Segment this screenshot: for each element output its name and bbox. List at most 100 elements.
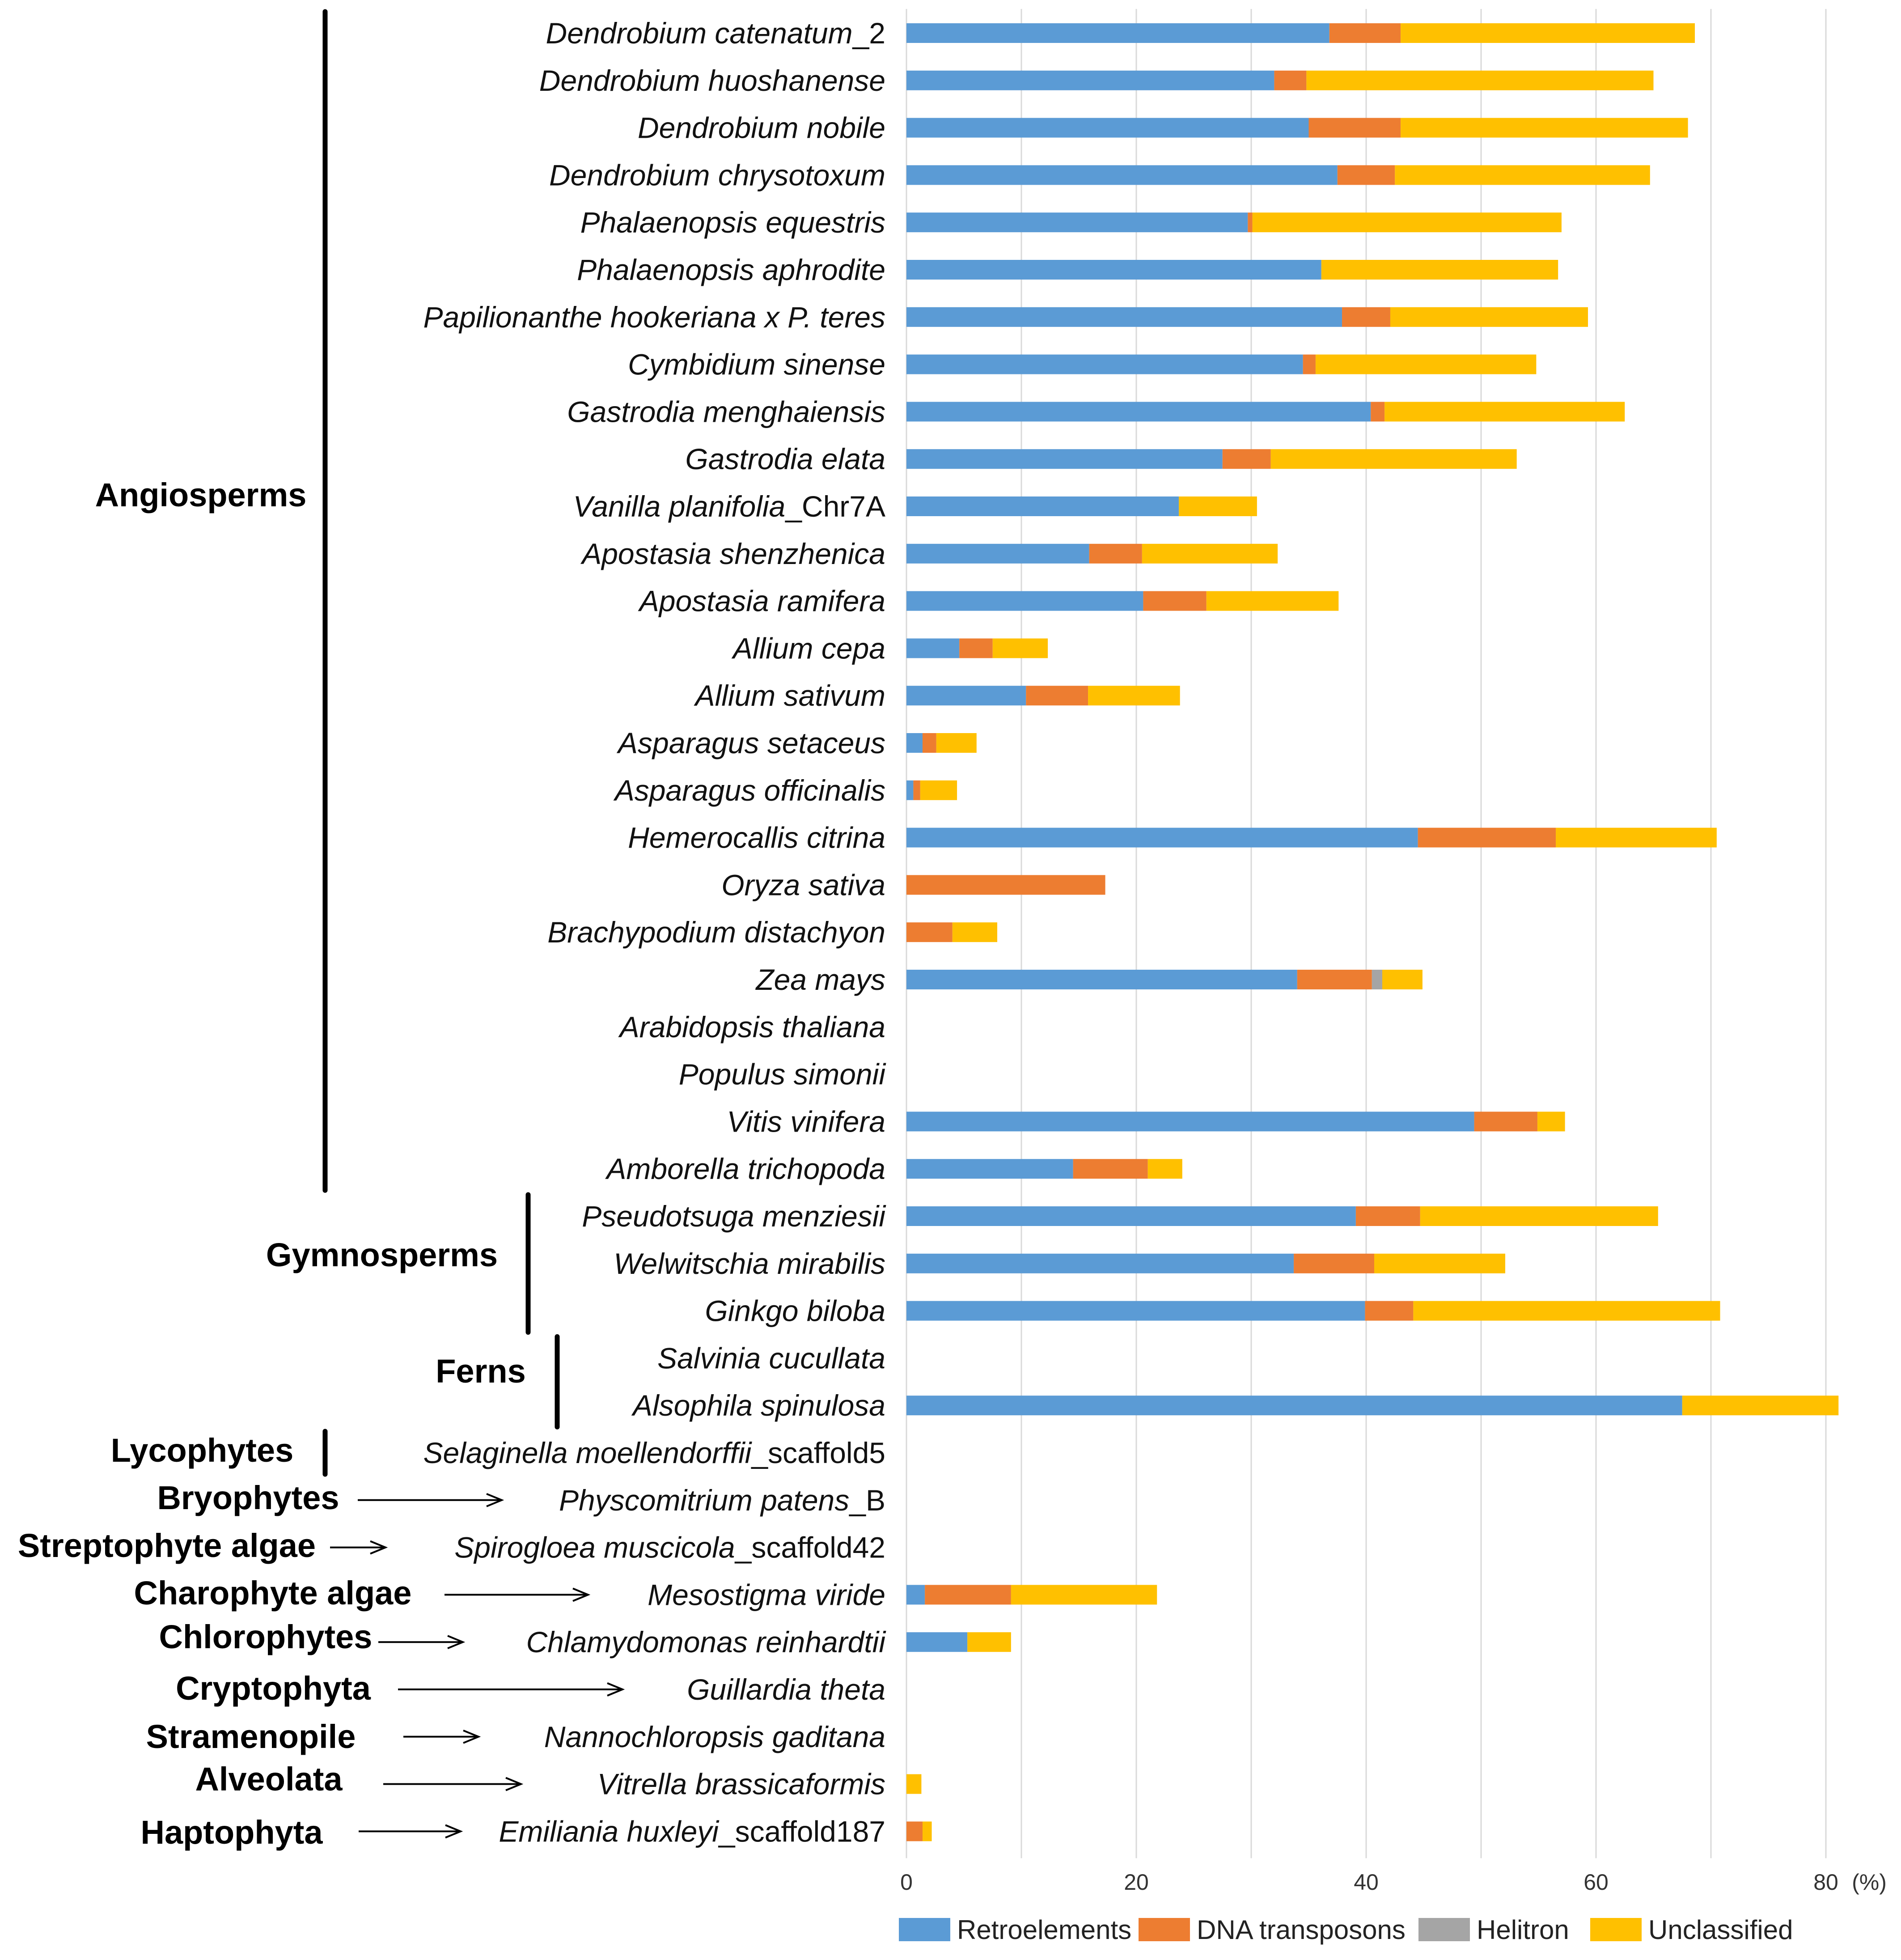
bar-segment [906, 922, 953, 942]
bar-segment [1306, 70, 1654, 90]
species-name: Hemerocallis citrina [628, 821, 885, 854]
species-name: Papilionanthe hookeriana x P. teres [423, 301, 885, 334]
bar-segment [906, 449, 1223, 469]
species-label: Vanilla planifolia_Chr7A [573, 490, 885, 523]
bar-segment [906, 1585, 925, 1605]
bar-segment [1142, 543, 1278, 564]
legend-swatch [899, 1918, 950, 1941]
bar-segment [1382, 970, 1423, 989]
group-label: Ferns [436, 1353, 526, 1390]
species-label: Oryza sativa [721, 868, 885, 901]
legend-swatch [1418, 1918, 1470, 1941]
species-name: Physcomitrium patens [559, 1484, 849, 1517]
species-label: Physcomitrium patens_B [559, 1484, 885, 1517]
bar-segment [906, 1632, 968, 1652]
species-name: Welwitschia mirabilis [614, 1247, 885, 1280]
bar-segment [906, 1159, 1073, 1179]
species-label: Cymbidium sinense [628, 348, 885, 381]
species-name: Vitis vinifera [727, 1105, 885, 1138]
species-label: Spirogloea muscicola_scaffold42 [454, 1531, 885, 1564]
bar-segment [1413, 1301, 1720, 1321]
species-label: Brachypodium distachyon [547, 916, 885, 949]
group-arrow-head [447, 1635, 466, 1650]
bar-segment [922, 733, 936, 753]
species-label: Arabidopsis thaliana [618, 1010, 885, 1044]
bar-segment [906, 970, 1297, 989]
bar-segment [922, 1821, 932, 1841]
legend-swatch [1139, 1918, 1190, 1941]
species-label: Ginkgo biloba [705, 1294, 885, 1328]
species-label: Phalaenopsis equestris [580, 206, 885, 239]
species-name: Apostasia ramifera [638, 585, 885, 618]
bar-segment [1026, 686, 1088, 706]
grid-lines [906, 9, 1827, 1858]
bar-segment [936, 733, 977, 753]
bar-segment [906, 1396, 1682, 1416]
bar-segment [1374, 1253, 1505, 1273]
species-label: Vitrella brassicaformis [597, 1768, 885, 1801]
x-tick-label: 20 [1124, 1870, 1149, 1895]
species-label: Amborella trichopoda [605, 1152, 885, 1185]
bar-segment [1303, 354, 1316, 374]
species-suffix: _2 [852, 17, 885, 50]
bar-segment [906, 354, 1303, 374]
species-label: Dendrobium chrysotoxum [549, 158, 885, 191]
bar-segment [906, 212, 1248, 233]
bar-segment [906, 307, 1342, 327]
species-label: Alsophila spinulosa [631, 1389, 885, 1422]
bar-segment [1342, 307, 1390, 327]
species-name: Guillardia theta [687, 1673, 885, 1706]
x-axis-unit: (%) [1852, 1870, 1887, 1895]
species-name: Allium cepa [731, 632, 885, 665]
species-name: Vanilla planifolia [573, 490, 786, 523]
legend-label: Unclassified [1648, 1915, 1793, 1945]
bar-segment [1556, 827, 1717, 848]
bar-segment [1088, 686, 1180, 706]
group-label: Charophyte algae [134, 1574, 412, 1612]
species-name: Pseudotsuga menziesii [582, 1200, 886, 1233]
species-name: Salvinia cucullata [657, 1341, 885, 1375]
bar-segment [1147, 1159, 1182, 1179]
bar-segment [906, 402, 1371, 422]
bar-segment [1371, 402, 1385, 422]
species-name: Gastrodia menghaiensis [567, 395, 885, 428]
species-name: Arabidopsis thaliana [618, 1010, 885, 1044]
x-axis: 0 20 40 60 80 (%) [900, 1870, 1887, 1895]
species-name: Mesostigma viride [648, 1578, 885, 1611]
legend-label: Retroelements [957, 1915, 1131, 1945]
group-label: Haptophyta [141, 1814, 323, 1851]
species-label: Apostasia ramifera [638, 585, 885, 618]
species-label: Dendrobium catenatum_2 [546, 17, 885, 50]
species-name: Chlamydomonas reinhardtii [526, 1625, 887, 1659]
species-name: Dendrobium nobile [638, 111, 885, 144]
species-label: Guillardia theta [687, 1673, 885, 1706]
species-name: Selaginella moellendorffii [423, 1436, 753, 1469]
bar-segment [1474, 1112, 1537, 1132]
group-label: Streptophyte algae [18, 1527, 316, 1564]
bar-segment [952, 922, 998, 942]
bar-segment [1252, 212, 1562, 233]
species-name: Allium sativum [694, 679, 885, 712]
bar-segment [906, 543, 1089, 564]
group-label: Angiosperms [95, 476, 307, 513]
bar-segment [1401, 23, 1695, 43]
species-label: Nannochloropsis gaditana [544, 1720, 885, 1753]
species-label: Populus simonii [679, 1058, 887, 1091]
bar-segment [906, 875, 1105, 895]
bar-segment [959, 638, 993, 658]
bar-segment [906, 165, 1338, 185]
species-suffix: _B [849, 1484, 885, 1517]
bar-segment [1274, 70, 1307, 90]
group-label: Lycophytes [111, 1432, 293, 1469]
bar-segment [1418, 827, 1556, 848]
legend-label: DNA transposons [1197, 1915, 1406, 1945]
bar-segment [992, 638, 1048, 658]
taxon-groups: Angiosperms Gymnosperms Ferns Lycophytes Bry… [18, 9, 625, 1851]
species-name: Emiliania huxleyi [499, 1815, 720, 1848]
bar-segment [1297, 970, 1372, 989]
bar-segment [1294, 1253, 1374, 1273]
species-name: Alsophila spinulosa [631, 1389, 885, 1422]
species-name: Nannochloropsis gaditana [544, 1720, 885, 1753]
group-label: Stramenopile [146, 1718, 356, 1755]
